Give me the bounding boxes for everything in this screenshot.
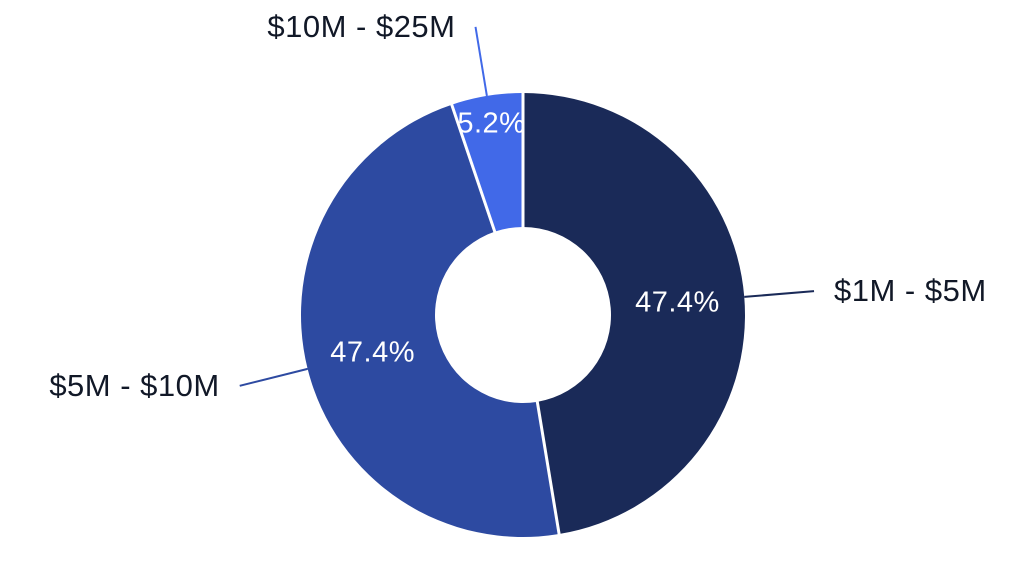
slice-percent-label-10m-25m: 5.2% bbox=[457, 107, 525, 139]
leader-line-1m-5m bbox=[744, 290, 815, 298]
slice-percent-label-5m-10m: 47.4% bbox=[330, 337, 415, 369]
category-label-5m-10m: $5M - $10M bbox=[49, 368, 219, 403]
pie-slice-1m-5m[interactable] bbox=[523, 93, 745, 535]
category-label-1m-5m: $1M - $5M bbox=[834, 273, 987, 308]
slice-separator bbox=[535, 399, 561, 536]
slice-percent-label-1m-5m: 47.4% bbox=[635, 286, 720, 318]
pie-slice-10m-25m[interactable] bbox=[451, 93, 523, 232]
category-label-10m-25m: $10M - $25M bbox=[267, 9, 455, 44]
leader-line-5m-10m bbox=[239, 367, 308, 387]
leader-line-10m-25m bbox=[474, 26, 488, 97]
pie-slice-5m-10m[interactable] bbox=[300, 104, 560, 538]
slice-separator bbox=[450, 103, 497, 235]
